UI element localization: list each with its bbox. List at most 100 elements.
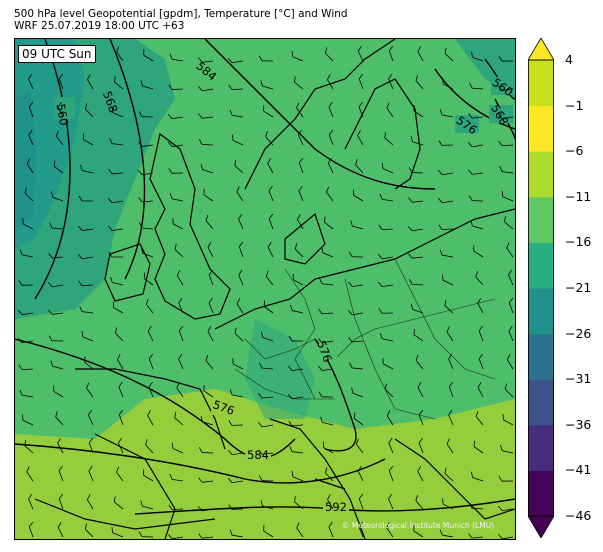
wind-barb: [388, 493, 394, 510]
colorbar-label: −36: [565, 416, 592, 432]
wind-barb: [176, 270, 184, 286]
wind-barb: [26, 466, 34, 482]
wind-barb: [169, 473, 184, 482]
wind-barb: [323, 441, 334, 454]
wind-barb: [24, 439, 34, 454]
wind-barb: [296, 214, 304, 230]
wind-barb: [318, 365, 334, 371]
wind-barb: [381, 162, 394, 174]
colorbar-label: −6: [565, 143, 584, 159]
wind-barb: [236, 186, 244, 202]
wind-barb: [53, 385, 64, 398]
wind-barb: [174, 243, 184, 258]
wind-barb: [506, 354, 514, 370]
wind-barb: [58, 465, 64, 482]
coast-scandinavia: [244, 39, 421, 190]
contour-568-ne: [494, 98, 515, 140]
contour-label-560-west: 560: [53, 103, 71, 127]
wind-barb: [19, 389, 34, 398]
wind-barb: [28, 73, 34, 90]
wind-barb: [110, 276, 124, 286]
wind-barb: [378, 224, 394, 231]
wind-barb: [143, 272, 154, 286]
wind-barb: [498, 85, 514, 91]
wind-barb: [176, 382, 184, 398]
wind-barb: [288, 394, 304, 400]
wind-barb: [145, 439, 154, 454]
wind-barb: [48, 309, 64, 315]
wind-barb: [438, 169, 454, 176]
colorbar-band: [528, 151, 554, 198]
wind-barb: [261, 331, 274, 342]
wind-barb: [172, 218, 184, 230]
colorbar-frame: [528, 59, 554, 517]
wind-barb: [388, 437, 394, 454]
wind-barb: [323, 216, 334, 230]
wind-barb: [388, 45, 394, 62]
wind-barb: [168, 168, 184, 174]
wind-barb: [138, 197, 154, 203]
wind-barb: [236, 298, 244, 314]
wind-barb: [28, 521, 34, 538]
wind-barb: [348, 281, 364, 287]
wind-barb: [327, 74, 334, 90]
colorbar-bottom-arrow: [528, 515, 554, 538]
wind-barb: [260, 80, 274, 90]
colorbar-band: [528, 470, 554, 517]
wind-barb: [378, 281, 394, 288]
wind-barb: [468, 169, 484, 175]
wind-barb: [438, 140, 454, 146]
wind-barb: [169, 53, 184, 62]
wind-barb: [260, 500, 274, 510]
wind-barb: [228, 449, 244, 456]
wind-barb: [408, 197, 424, 203]
colorbar-label: −41: [565, 462, 592, 478]
wind-barb: [386, 102, 394, 118]
contour-584-south: [15, 443, 386, 484]
wind-barb: [478, 353, 484, 370]
wind-barb: [140, 500, 154, 510]
contour-568-west: [109, 39, 146, 280]
wind-barb: [138, 170, 154, 176]
wind-barb: [229, 389, 244, 398]
wind-barb: [470, 471, 484, 482]
wind-barb: [207, 326, 214, 342]
wind-barb: [18, 338, 34, 344]
wind-barb: [117, 437, 124, 454]
wind-barb: [205, 214, 214, 230]
wind-barb: [415, 495, 424, 510]
wind-barb: [477, 298, 484, 314]
wind-barb: [318, 308, 334, 315]
wind-barb: [298, 185, 304, 202]
wind-barb: [263, 105, 274, 118]
wind-barb: [475, 410, 484, 426]
colorbar-band: [528, 288, 554, 335]
wind-barb: [258, 422, 274, 428]
wind-barb: [22, 218, 34, 230]
wind-barb: [168, 534, 184, 539]
wind-barb: [501, 190, 514, 202]
wind-barb: [410, 135, 424, 146]
colorbar-label: −26: [565, 325, 592, 341]
wind-barb: [18, 309, 34, 316]
wind-barb: [268, 185, 274, 202]
wind-barb: [265, 131, 274, 146]
colorbar-boxes: [528, 60, 554, 517]
wind-barb: [238, 213, 244, 230]
wind-barb: [88, 437, 94, 454]
wind-barb: [294, 76, 304, 90]
wind-barb: [388, 465, 394, 482]
temperature-field-alps: [245, 319, 315, 419]
wind-barb: [228, 504, 244, 510]
colorbar-top-arrow: [528, 38, 554, 61]
contour-576-central: [314, 338, 357, 452]
wind-barb: [198, 447, 214, 454]
wind-barb: [348, 310, 364, 316]
wind-barb: [321, 247, 334, 258]
wind-barb: [468, 113, 484, 119]
wind-barb: [298, 157, 304, 174]
wind-barb: [498, 505, 514, 512]
wind-barb: [418, 409, 424, 426]
wind-barb: [386, 410, 394, 426]
wind-barb: [26, 158, 34, 174]
